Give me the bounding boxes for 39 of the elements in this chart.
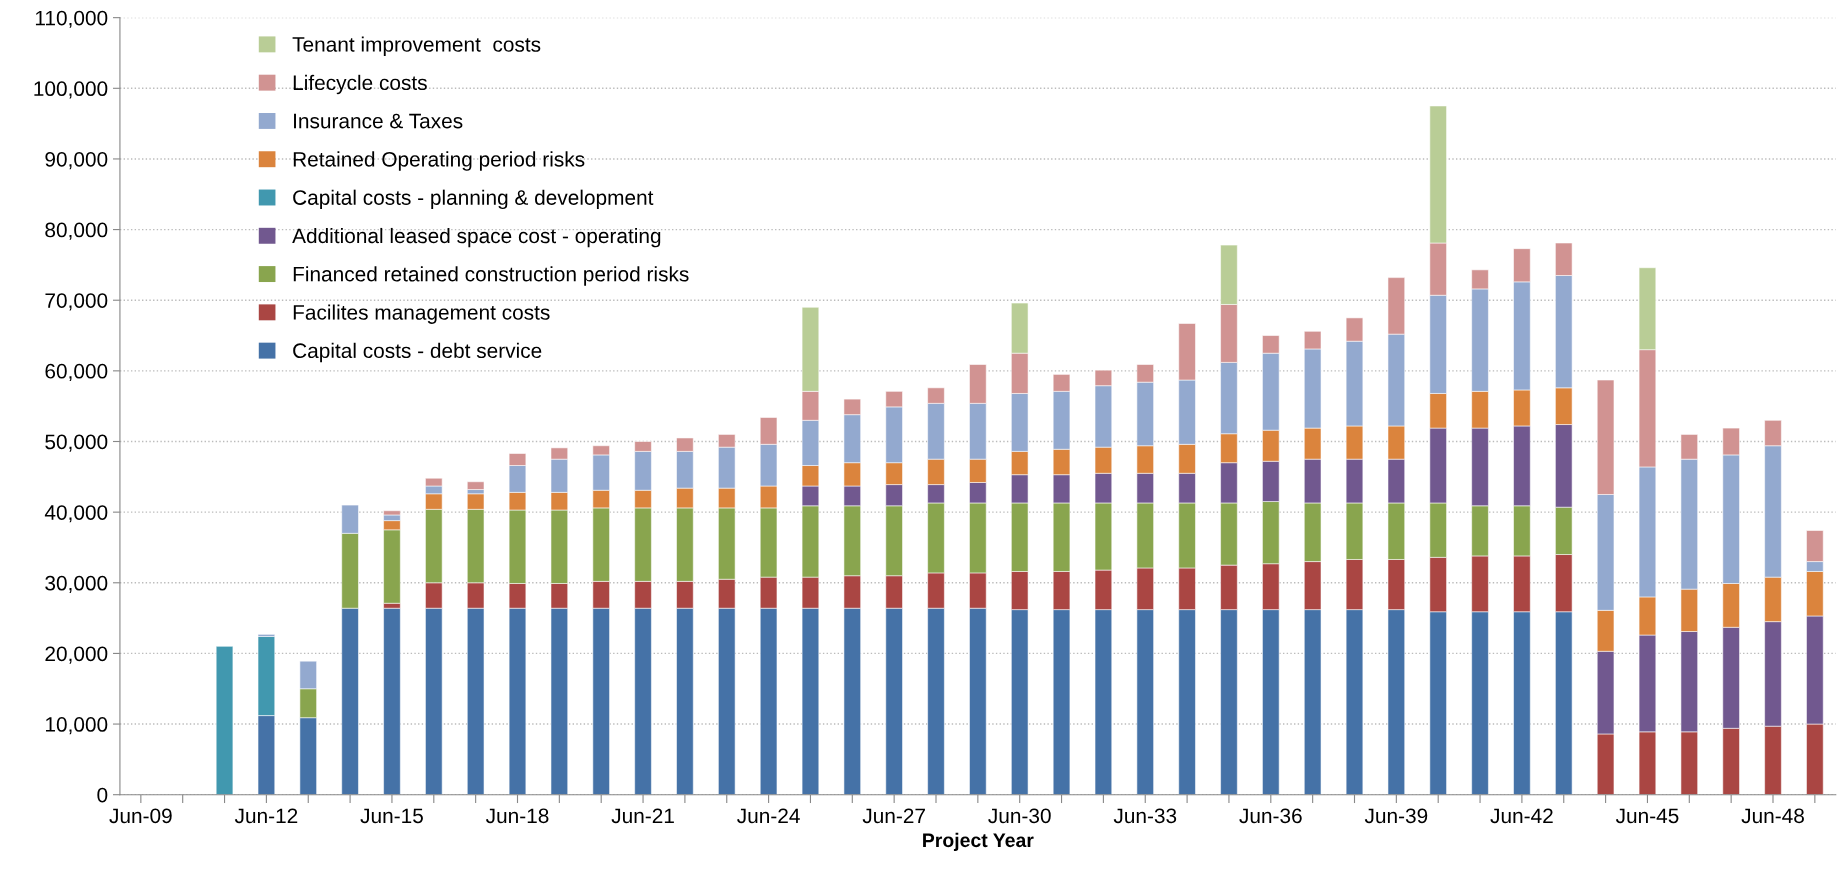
x-tick-label: Jun-09 xyxy=(109,808,172,824)
y-tick-label: 10,000 xyxy=(45,717,108,735)
y-tick-label: 70,000 xyxy=(45,293,108,311)
x-axis-title: Project Year xyxy=(923,832,1034,851)
x-tick-label: Jun-48 xyxy=(1741,808,1804,824)
bar xyxy=(467,481,485,490)
y-tick-label: 110,000 xyxy=(35,10,108,28)
legend-label: Additional leased space cost - operating xyxy=(292,227,661,248)
legend-label: Capital costs - debt service xyxy=(293,342,542,363)
y-tick-label: 30,000 xyxy=(45,575,108,593)
legend-label: Capital costs - planning & development xyxy=(293,189,654,210)
y-tick-label: 40,000 xyxy=(44,505,108,523)
y-tick-label: 0 xyxy=(97,787,108,803)
x-tick-label: Jun-15 xyxy=(360,808,423,824)
x-tick-label: Jun-27 xyxy=(862,808,925,824)
x-tick-label: Jun-33 xyxy=(1113,808,1177,824)
y-tick-label: 50,000 xyxy=(45,434,108,452)
legend-label: Facilites management costs xyxy=(293,304,550,324)
legend-label: Retained Operating period risks xyxy=(293,151,585,171)
x-tick-label: Jun-30 xyxy=(988,808,1051,824)
legend-label: Tenant improvement costs xyxy=(292,36,541,56)
bar xyxy=(383,607,401,795)
bar xyxy=(215,646,234,795)
y-tick-label: 60,000 xyxy=(45,363,108,382)
x-tick-label: Jun-39 xyxy=(1364,808,1428,824)
x-tick-label: Jun-21 xyxy=(611,808,674,824)
legend-label: Lifecycle costs xyxy=(293,74,427,95)
x-tick-label: Jun-18 xyxy=(485,808,549,824)
legend-label: Insurance & Taxes xyxy=(294,113,463,129)
y-tick-label: 100,000 xyxy=(34,81,108,99)
x-tick-label: Jun-36 xyxy=(1239,808,1302,824)
y-tick-label: 20,000 xyxy=(45,646,108,664)
y-tick-label: 90,000 xyxy=(45,151,108,170)
x-tick-label: Jun-12 xyxy=(234,808,298,824)
x-tick-label: Jun-45 xyxy=(1615,808,1679,824)
x-tick-label: Jun-24 xyxy=(737,808,800,824)
y-tick-label: 80,000 xyxy=(45,222,108,240)
legend-label: Financed retained construction period risks xyxy=(293,266,689,286)
x-tick-label: Jun-42 xyxy=(1490,808,1553,824)
